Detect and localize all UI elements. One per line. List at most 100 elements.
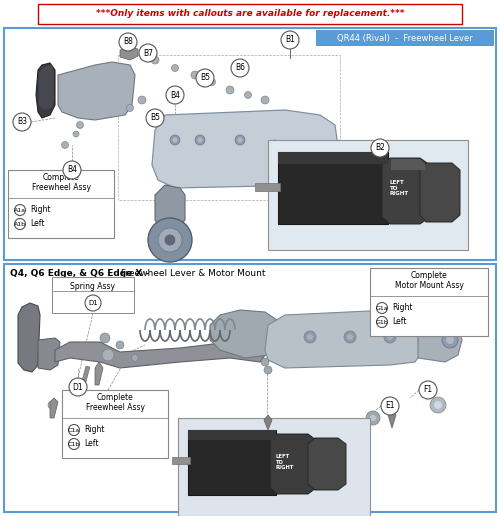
Text: E1: E1	[385, 401, 395, 411]
Circle shape	[235, 135, 245, 145]
Circle shape	[69, 394, 75, 400]
Text: Left: Left	[392, 317, 406, 327]
Polygon shape	[155, 185, 185, 230]
Polygon shape	[50, 398, 58, 418]
Circle shape	[376, 316, 388, 328]
Polygon shape	[55, 342, 265, 368]
Circle shape	[315, 150, 325, 160]
Circle shape	[104, 350, 112, 358]
Bar	[188, 430, 276, 440]
Bar	[62, 390, 168, 458]
Text: B5: B5	[150, 114, 160, 122]
Text: LEFT
TO
RIGHT: LEFT TO RIGHT	[275, 454, 293, 470]
Text: Complete
Motor Mount Assy: Complete Motor Mount Assy	[394, 271, 464, 291]
Circle shape	[261, 96, 269, 104]
Polygon shape	[36, 63, 55, 118]
Text: B1: B1	[285, 36, 295, 44]
Circle shape	[100, 333, 110, 343]
Bar	[316, 30, 494, 46]
Polygon shape	[120, 47, 138, 60]
Circle shape	[119, 33, 137, 51]
Circle shape	[195, 135, 205, 145]
Text: Spring Assy: Spring Assy	[70, 282, 116, 291]
Text: B3: B3	[17, 118, 27, 126]
Text: G1a: G1a	[376, 305, 388, 311]
Circle shape	[384, 331, 396, 343]
Text: B4: B4	[170, 90, 180, 100]
Bar	[4, 264, 496, 512]
Bar	[255, 183, 280, 191]
Circle shape	[69, 378, 87, 396]
Polygon shape	[18, 303, 40, 372]
Circle shape	[63, 161, 81, 179]
Circle shape	[132, 354, 138, 362]
Polygon shape	[391, 159, 425, 170]
Circle shape	[102, 349, 114, 361]
Circle shape	[166, 86, 184, 104]
Circle shape	[14, 204, 26, 216]
Text: A1b: A1b	[14, 221, 26, 227]
Circle shape	[304, 331, 316, 343]
Circle shape	[158, 228, 182, 252]
Bar	[278, 152, 388, 164]
Polygon shape	[58, 62, 135, 120]
Bar	[52, 277, 134, 313]
Text: C1a: C1a	[68, 427, 80, 432]
Text: Freewheel Lever & Motor Mount: Freewheel Lever & Motor Mount	[118, 269, 266, 279]
Text: B8: B8	[123, 38, 133, 46]
Bar	[188, 430, 276, 495]
Polygon shape	[420, 163, 460, 222]
Polygon shape	[264, 415, 272, 430]
Bar	[178, 418, 370, 516]
Text: A1a: A1a	[14, 207, 26, 213]
Polygon shape	[308, 438, 346, 490]
Circle shape	[170, 135, 180, 145]
Circle shape	[165, 235, 175, 245]
Text: Right: Right	[30, 205, 50, 215]
Polygon shape	[39, 65, 54, 110]
Circle shape	[139, 44, 157, 62]
Circle shape	[116, 341, 124, 349]
Circle shape	[244, 91, 252, 99]
Bar	[8, 170, 114, 238]
Circle shape	[48, 401, 56, 409]
Bar	[172, 457, 190, 464]
Circle shape	[62, 141, 68, 149]
Text: QR44 (Rival)  -  Freewheel Lever: QR44 (Rival) - Freewheel Lever	[337, 34, 473, 42]
Text: B7: B7	[143, 49, 153, 57]
Circle shape	[138, 96, 146, 104]
Circle shape	[172, 137, 178, 142]
Circle shape	[366, 411, 380, 425]
Circle shape	[308, 146, 312, 151]
Text: Complete
Freewheel Assy: Complete Freewheel Assy	[86, 393, 144, 412]
Text: C1b: C1b	[68, 442, 80, 446]
Polygon shape	[382, 158, 430, 224]
Text: B2: B2	[375, 143, 385, 153]
Bar	[370, 268, 488, 336]
Bar	[278, 152, 388, 224]
Circle shape	[68, 425, 80, 436]
Circle shape	[371, 139, 389, 157]
Text: Left: Left	[84, 440, 98, 448]
Text: Complete
Freewheel Assy: Complete Freewheel Assy	[32, 173, 90, 192]
Circle shape	[347, 334, 353, 340]
Text: Q4, Q6 Edge, & Q6 Edge X -: Q4, Q6 Edge, & Q6 Edge X -	[10, 269, 152, 279]
Polygon shape	[95, 362, 103, 385]
Bar	[444, 294, 452, 311]
Circle shape	[344, 331, 356, 343]
Circle shape	[419, 381, 437, 399]
Circle shape	[126, 105, 134, 111]
Circle shape	[198, 137, 202, 142]
Circle shape	[318, 153, 322, 157]
Circle shape	[381, 397, 399, 415]
Circle shape	[446, 336, 454, 344]
Text: ***Only items with callouts are available for replacement.***: ***Only items with callouts are availabl…	[96, 9, 404, 19]
Text: F1: F1	[424, 385, 432, 395]
Circle shape	[370, 415, 376, 421]
Polygon shape	[38, 338, 60, 370]
Text: Right: Right	[392, 303, 412, 313]
Circle shape	[307, 334, 313, 340]
Circle shape	[85, 295, 101, 311]
Polygon shape	[265, 310, 420, 368]
Circle shape	[196, 69, 214, 87]
